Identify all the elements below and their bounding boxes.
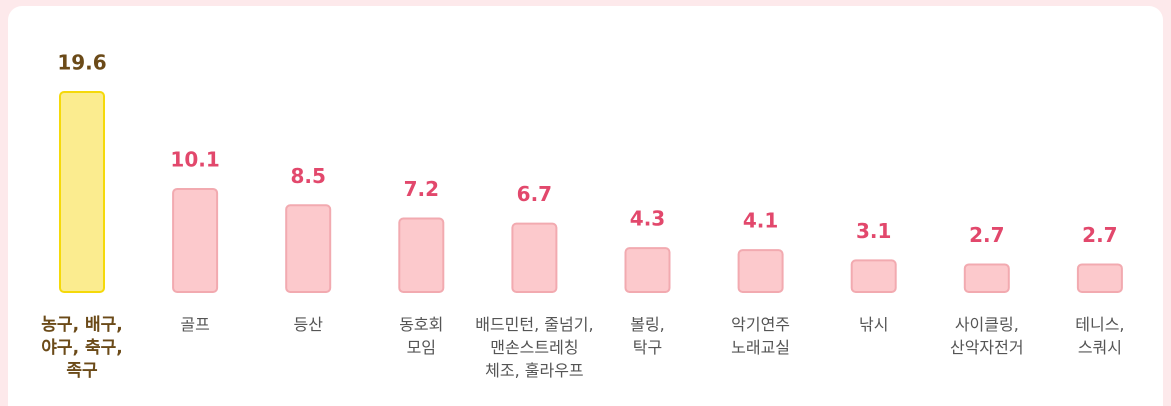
category-line: 족구 — [66, 361, 98, 381]
value-label: 10.1 — [170, 147, 219, 171]
category-line: 모임 — [407, 338, 436, 357]
bar — [1076, 263, 1123, 293]
value-label: 2.7 — [1082, 223, 1117, 247]
category-line: 야구, 축구, — [41, 338, 122, 358]
bar — [850, 259, 897, 293]
bar — [624, 247, 671, 294]
value-label: 7.2 — [404, 177, 439, 201]
category-line: 낚시 — [859, 315, 888, 334]
category-line: 맨손스트레칭 — [490, 338, 578, 357]
bar — [59, 91, 105, 293]
bar — [511, 222, 558, 294]
category-label: 사이클링, 산악자전거 — [950, 315, 1024, 357]
bar — [285, 204, 332, 293]
category-line: 노래교실 — [731, 338, 790, 357]
category-label: 농구, 배구, 야구, 축구, 족구 — [41, 315, 122, 381]
card — [8, 6, 1163, 406]
category-label: 골프 — [180, 315, 209, 334]
category-label: 볼링, 탁구 — [630, 315, 665, 357]
bar — [172, 187, 219, 294]
value-label: 4.1 — [743, 209, 778, 233]
category-line: 농구, 배구, — [41, 315, 122, 335]
bar — [398, 217, 445, 293]
category-line: 테니스, — [1075, 315, 1124, 334]
bar — [963, 263, 1010, 293]
category-line: 배드민턴, 줄넘기, — [475, 315, 593, 334]
value-label: 8.5 — [290, 164, 325, 188]
category-line: 동호회 — [399, 315, 443, 334]
category-line: 골프 — [180, 315, 209, 334]
category-line: 악기연주 — [731, 315, 790, 334]
bar — [737, 249, 784, 294]
category-label: 등산 — [293, 315, 323, 334]
category-line: 산악자전거 — [950, 338, 1024, 357]
value-label: 2.7 — [969, 223, 1004, 247]
category-line: 체조, 훌라우프 — [485, 361, 584, 380]
value-label: 6.7 — [517, 182, 552, 206]
category-label: 테니스, 스쿼시 — [1075, 315, 1124, 357]
category-line: 사이클링, — [955, 315, 1019, 334]
category-line: 스쿼시 — [1078, 338, 1122, 357]
category-line: 등산 — [293, 315, 323, 334]
category-line: 탁구 — [633, 338, 662, 357]
value-label: 19.6 — [57, 51, 106, 75]
category-line: 볼링, — [630, 315, 665, 334]
value-label: 4.3 — [630, 207, 665, 231]
category-label: 낚시 — [859, 315, 888, 334]
value-label: 3.1 — [856, 219, 891, 243]
